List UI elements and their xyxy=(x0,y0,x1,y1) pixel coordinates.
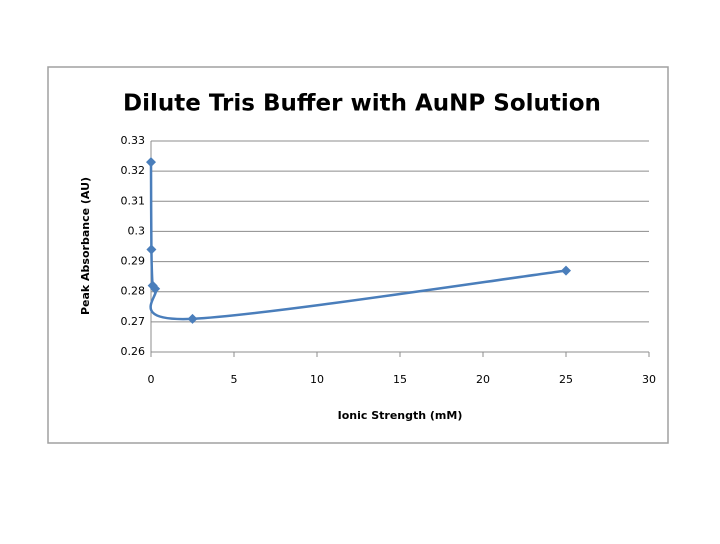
x-tick-label: 30 xyxy=(642,373,656,386)
x-tick-label: 0 xyxy=(148,373,155,386)
data-point xyxy=(187,313,198,324)
chart-title: Dilute Tris Buffer with AuNP Solution xyxy=(123,91,601,117)
x-tick-label: 5 xyxy=(231,373,238,386)
y-tick-label: 0.33 xyxy=(121,134,146,147)
y-axis-label: Peak Absorbance (AU) xyxy=(79,177,92,315)
x-tick-label: 20 xyxy=(476,373,490,386)
y-tick-label: 0.27 xyxy=(121,315,146,328)
x-axis-label: Ionic Strength (mM) xyxy=(338,409,463,422)
data-point xyxy=(150,283,161,294)
y-tick-label: 0.28 xyxy=(121,285,146,298)
y-tick-label: 0.32 xyxy=(121,164,146,177)
x-tick-label: 10 xyxy=(310,373,324,386)
y-tick-label: 0.26 xyxy=(121,345,146,358)
x-tick-label: 15 xyxy=(393,373,407,386)
data-point xyxy=(146,244,157,255)
y-tick-label: 0.3 xyxy=(128,224,146,237)
data-point xyxy=(561,265,571,276)
y-tick-label: 0.29 xyxy=(121,255,146,268)
data-point xyxy=(146,157,156,168)
y-tick-label: 0.31 xyxy=(121,194,146,207)
x-tick-label: 25 xyxy=(559,373,573,386)
